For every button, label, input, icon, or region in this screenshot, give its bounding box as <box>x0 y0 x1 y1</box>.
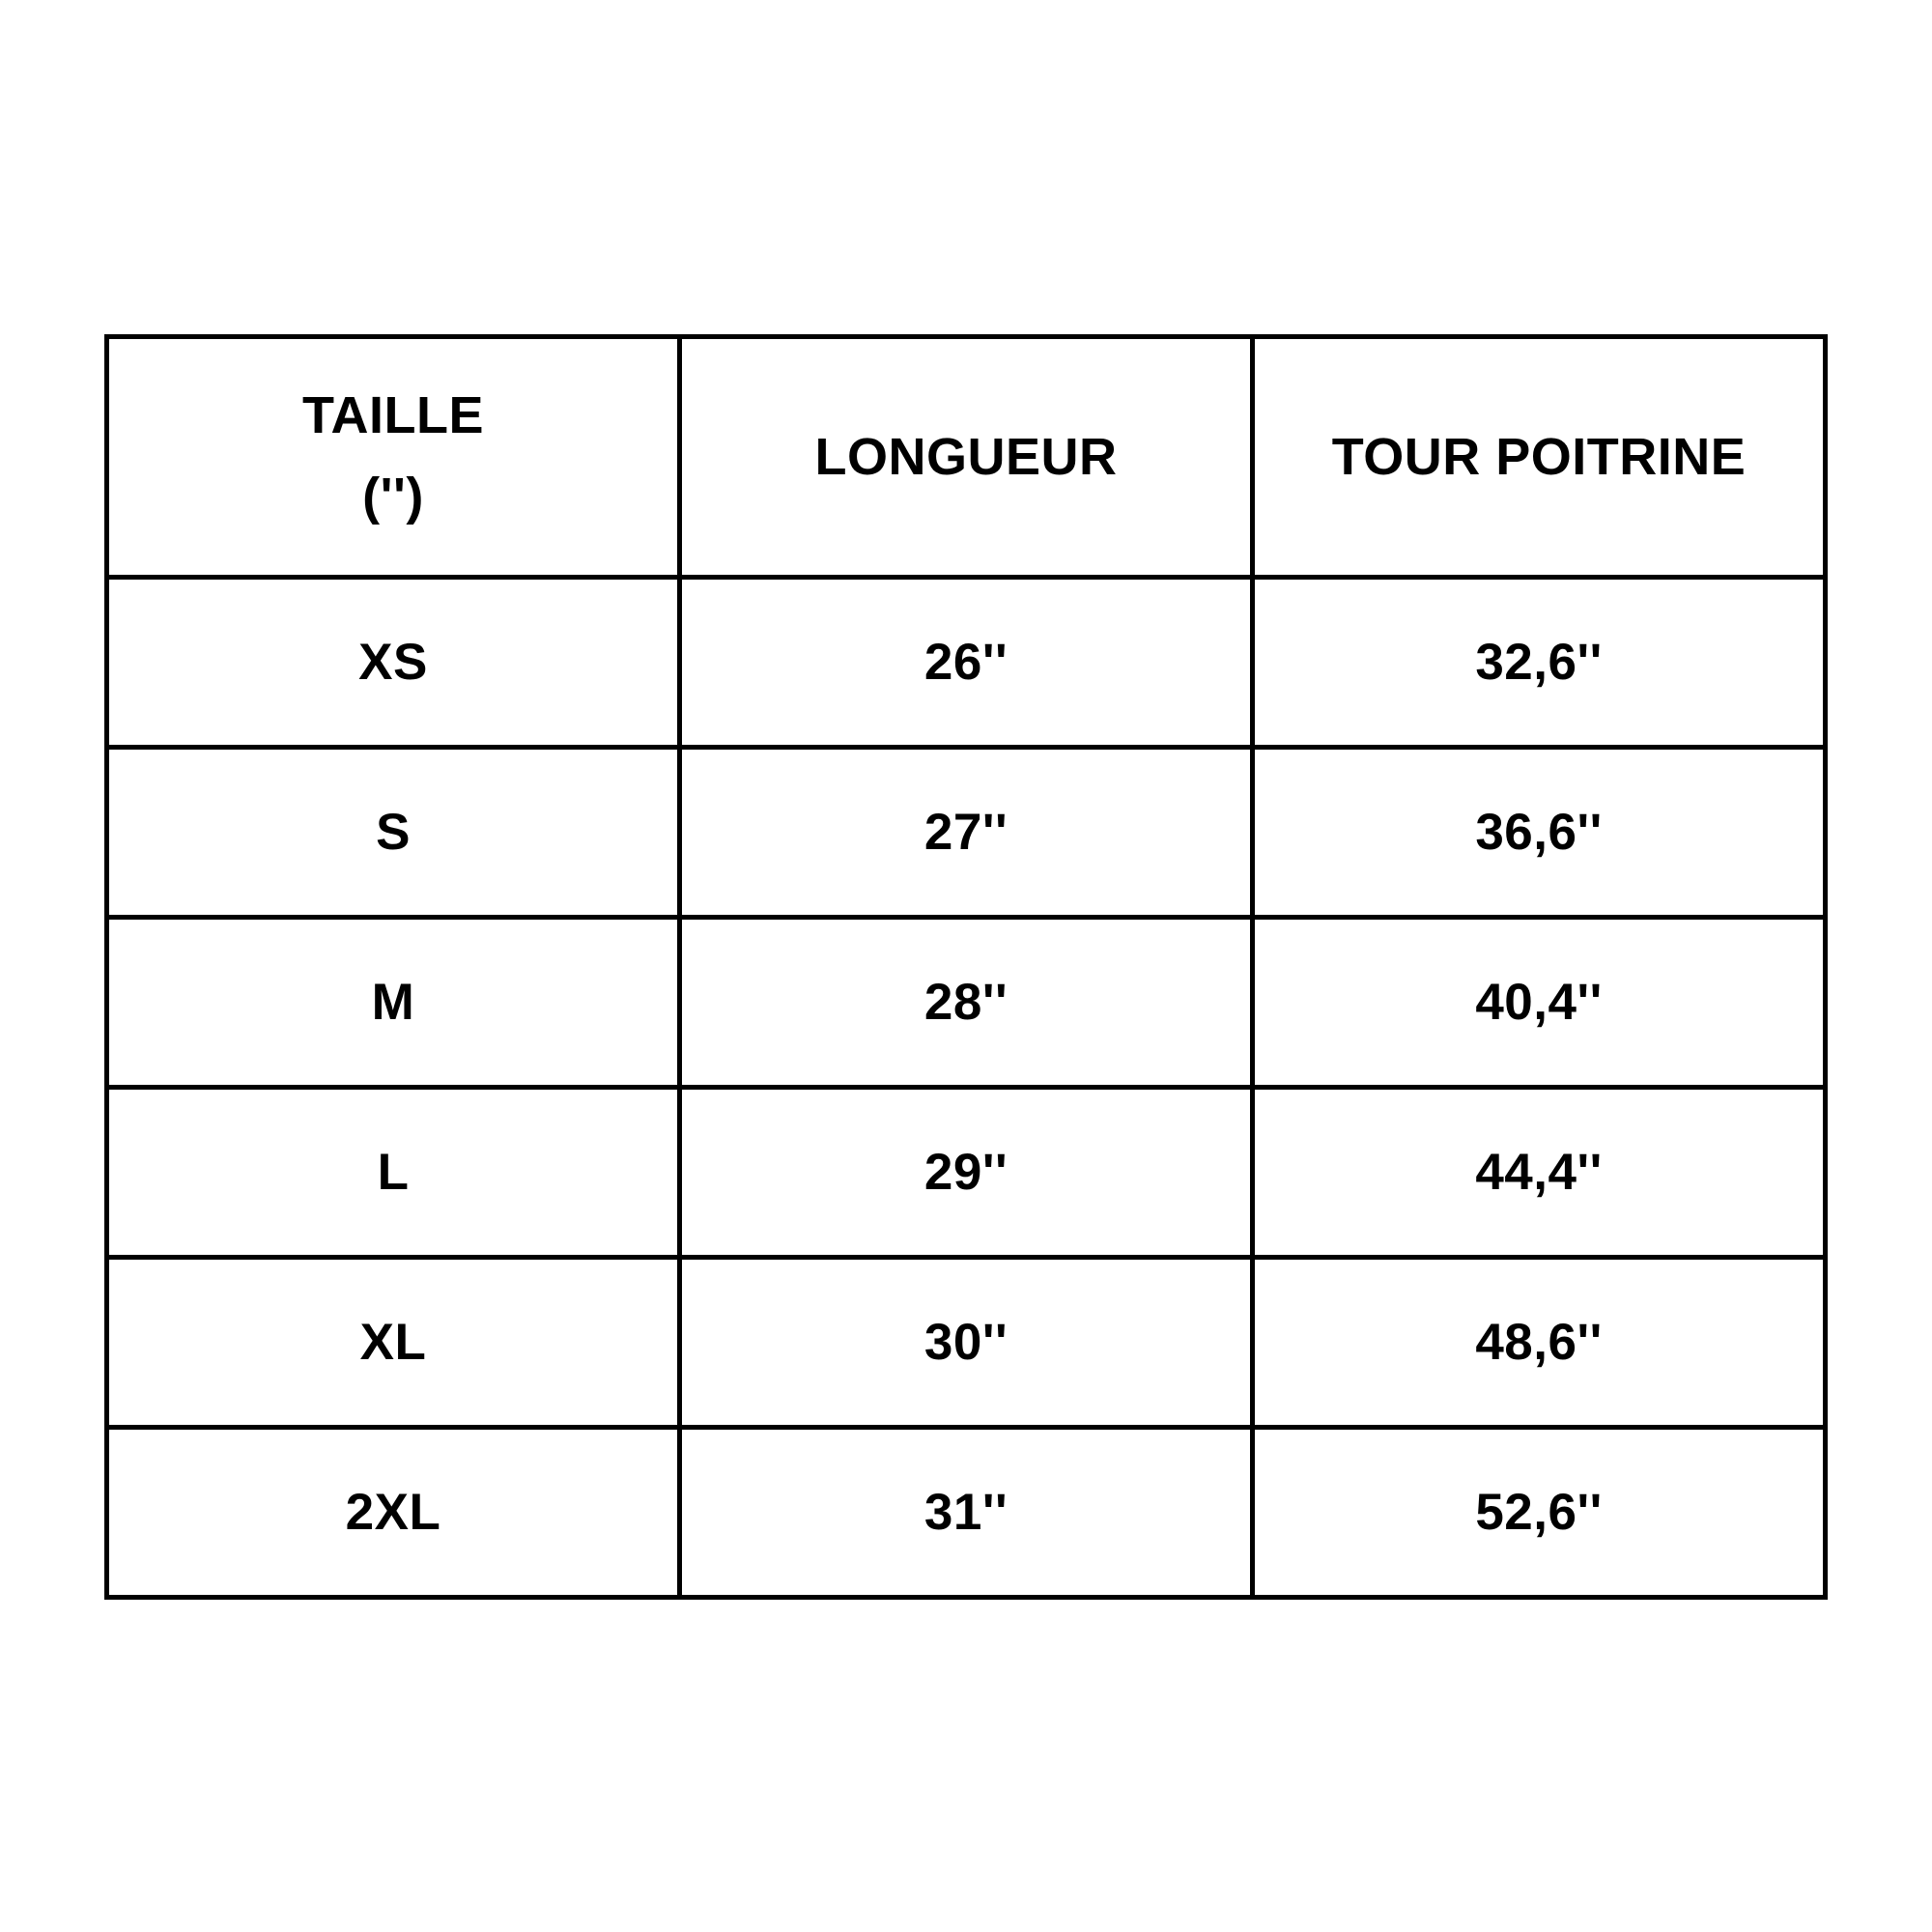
column-header-longueur: LONGUEUR <box>677 334 1255 580</box>
size-cell: S <box>104 745 682 920</box>
column-header-tour-poitrine: TOUR POITRINE <box>1250 334 1828 580</box>
size-cell: XS <box>104 575 682 750</box>
table-row: XL 30'' 48,6'' <box>104 1255 1828 1430</box>
size-cell: M <box>104 915 682 1090</box>
column-header-taille: TAILLE ('') <box>104 334 682 580</box>
table-row: 2XL 31'' 52,6'' <box>104 1425 1828 1600</box>
tour-poitrine-cell: 52,6'' <box>1250 1425 1828 1600</box>
size-cell: XL <box>104 1255 682 1430</box>
tour-poitrine-cell: 44,4'' <box>1250 1085 1828 1260</box>
longueur-cell: 26'' <box>677 575 1255 750</box>
longueur-cell: 27'' <box>677 745 1255 920</box>
table-row: XS 26'' 32,6'' <box>104 575 1828 750</box>
table-header-row: TAILLE ('') LONGUEUR TOUR POITRINE <box>104 334 1828 580</box>
longueur-cell: 30'' <box>677 1255 1255 1430</box>
size-cell: L <box>104 1085 682 1260</box>
tour-poitrine-cell: 32,6'' <box>1250 575 1828 750</box>
tour-poitrine-cell: 48,6'' <box>1250 1255 1828 1430</box>
tour-poitrine-cell: 40,4'' <box>1250 915 1828 1090</box>
size-cell: 2XL <box>104 1425 682 1600</box>
tour-poitrine-cell: 36,6'' <box>1250 745 1828 920</box>
longueur-cell: 31'' <box>677 1425 1255 1600</box>
table-row: L 29'' 44,4'' <box>104 1085 1828 1260</box>
longueur-cell: 29'' <box>677 1085 1255 1260</box>
size-chart-table: TAILLE ('') LONGUEUR TOUR POITRINE XS 26… <box>104 334 1828 1600</box>
table-row: M 28'' 40,4'' <box>104 915 1828 1090</box>
table-row: S 27'' 36,6'' <box>104 745 1828 920</box>
longueur-cell: 28'' <box>677 915 1255 1090</box>
